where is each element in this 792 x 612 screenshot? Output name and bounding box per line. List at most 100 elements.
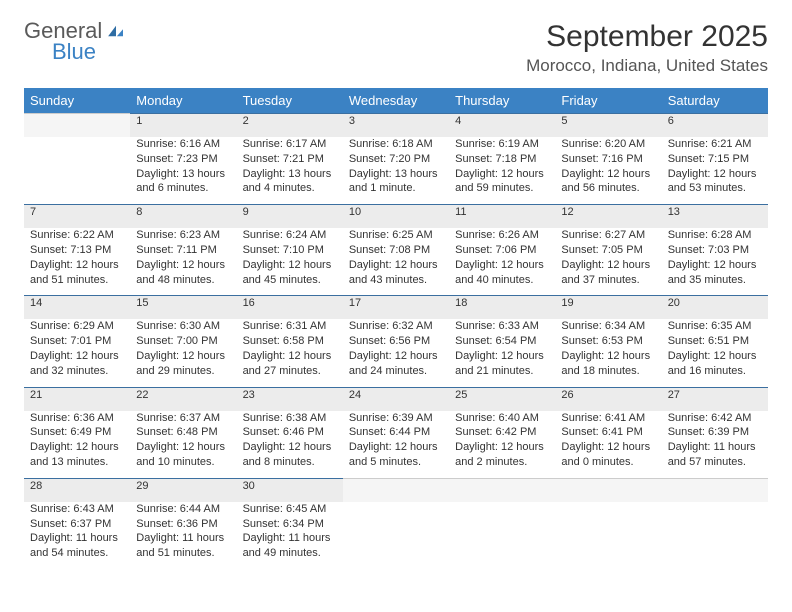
location-label: Morocco, Indiana, United States bbox=[526, 56, 768, 76]
day-info-cell: Sunrise: 6:22 AMSunset: 7:13 PMDaylight:… bbox=[24, 228, 130, 296]
weekday-header-row: Sunday Monday Tuesday Wednesday Thursday… bbox=[24, 88, 768, 114]
day-number-cell: 22 bbox=[130, 387, 236, 410]
day2-text: and 0 minutes. bbox=[561, 455, 655, 470]
sunrise-text: Sunrise: 6:40 AM bbox=[455, 411, 549, 426]
logo: General Blue bbox=[24, 20, 125, 63]
sunset-text: Sunset: 6:46 PM bbox=[243, 425, 337, 440]
day-info-cell: Sunrise: 6:45 AMSunset: 6:34 PMDaylight:… bbox=[237, 502, 343, 569]
day2-text: and 2 minutes. bbox=[455, 455, 549, 470]
day-number-cell: 27 bbox=[662, 387, 768, 410]
day-number-row: 282930 bbox=[24, 478, 768, 501]
day2-text: and 57 minutes. bbox=[668, 455, 762, 470]
day2-text: and 43 minutes. bbox=[349, 273, 443, 288]
day-number-cell: 17 bbox=[343, 296, 449, 319]
day-info-cell: Sunrise: 6:26 AMSunset: 7:06 PMDaylight:… bbox=[449, 228, 555, 296]
day-info-row: Sunrise: 6:16 AMSunset: 7:23 PMDaylight:… bbox=[24, 137, 768, 205]
day-info-cell bbox=[555, 502, 661, 569]
day2-text: and 37 minutes. bbox=[561, 273, 655, 288]
day1-text: Daylight: 12 hours bbox=[30, 440, 124, 455]
day-number-cell: 12 bbox=[555, 205, 661, 228]
sunset-text: Sunset: 7:15 PM bbox=[668, 152, 762, 167]
day1-text: Daylight: 12 hours bbox=[455, 349, 549, 364]
day-info-cell: Sunrise: 6:16 AMSunset: 7:23 PMDaylight:… bbox=[130, 137, 236, 205]
sunrise-text: Sunrise: 6:23 AM bbox=[136, 228, 230, 243]
day-info-cell: Sunrise: 6:34 AMSunset: 6:53 PMDaylight:… bbox=[555, 319, 661, 387]
day-info-cell: Sunrise: 6:38 AMSunset: 6:46 PMDaylight:… bbox=[237, 411, 343, 479]
day-info-row: Sunrise: 6:43 AMSunset: 6:37 PMDaylight:… bbox=[24, 502, 768, 569]
day1-text: Daylight: 12 hours bbox=[243, 349, 337, 364]
day-number-cell: 7 bbox=[24, 205, 130, 228]
day-number-cell: 1 bbox=[130, 114, 236, 137]
day-number-cell: 9 bbox=[237, 205, 343, 228]
sunrise-text: Sunrise: 6:21 AM bbox=[668, 137, 762, 152]
sunrise-text: Sunrise: 6:39 AM bbox=[349, 411, 443, 426]
day1-text: Daylight: 12 hours bbox=[243, 258, 337, 273]
sunrise-text: Sunrise: 6:17 AM bbox=[243, 137, 337, 152]
day1-text: Daylight: 12 hours bbox=[668, 258, 762, 273]
day-number-cell: 18 bbox=[449, 296, 555, 319]
day2-text: and 18 minutes. bbox=[561, 364, 655, 379]
day-info-row: Sunrise: 6:22 AMSunset: 7:13 PMDaylight:… bbox=[24, 228, 768, 296]
day2-text: and 48 minutes. bbox=[136, 273, 230, 288]
day-number-cell: 4 bbox=[449, 114, 555, 137]
sunset-text: Sunset: 6:58 PM bbox=[243, 334, 337, 349]
day1-text: Daylight: 12 hours bbox=[668, 167, 762, 182]
day2-text: and 21 minutes. bbox=[455, 364, 549, 379]
sunset-text: Sunset: 7:20 PM bbox=[349, 152, 443, 167]
sunrise-text: Sunrise: 6:34 AM bbox=[561, 319, 655, 334]
day-info-cell: Sunrise: 6:39 AMSunset: 6:44 PMDaylight:… bbox=[343, 411, 449, 479]
day-info-row: Sunrise: 6:36 AMSunset: 6:49 PMDaylight:… bbox=[24, 411, 768, 479]
day2-text: and 51 minutes. bbox=[30, 273, 124, 288]
day-info-cell: Sunrise: 6:18 AMSunset: 7:20 PMDaylight:… bbox=[343, 137, 449, 205]
day2-text: and 45 minutes. bbox=[243, 273, 337, 288]
day-number-cell: 25 bbox=[449, 387, 555, 410]
day1-text: Daylight: 12 hours bbox=[561, 440, 655, 455]
sunset-text: Sunset: 7:13 PM bbox=[30, 243, 124, 258]
sunrise-text: Sunrise: 6:24 AM bbox=[243, 228, 337, 243]
sunset-text: Sunset: 6:41 PM bbox=[561, 425, 655, 440]
day-info-cell: Sunrise: 6:42 AMSunset: 6:39 PMDaylight:… bbox=[662, 411, 768, 479]
day1-text: Daylight: 12 hours bbox=[30, 258, 124, 273]
day1-text: Daylight: 12 hours bbox=[243, 440, 337, 455]
day2-text: and 13 minutes. bbox=[30, 455, 124, 470]
weekday-header: Tuesday bbox=[237, 88, 343, 114]
day2-text: and 56 minutes. bbox=[561, 181, 655, 196]
day-number-row: 14151617181920 bbox=[24, 296, 768, 319]
sunset-text: Sunset: 7:21 PM bbox=[243, 152, 337, 167]
day-info-cell: Sunrise: 6:44 AMSunset: 6:36 PMDaylight:… bbox=[130, 502, 236, 569]
sunrise-text: Sunrise: 6:44 AM bbox=[136, 502, 230, 517]
day-number-cell bbox=[662, 478, 768, 501]
day-number-cell: 5 bbox=[555, 114, 661, 137]
sunset-text: Sunset: 6:39 PM bbox=[668, 425, 762, 440]
day-info-cell: Sunrise: 6:20 AMSunset: 7:16 PMDaylight:… bbox=[555, 137, 661, 205]
weekday-header: Saturday bbox=[662, 88, 768, 114]
day-info-cell: Sunrise: 6:17 AMSunset: 7:21 PMDaylight:… bbox=[237, 137, 343, 205]
day1-text: Daylight: 13 hours bbox=[243, 167, 337, 182]
day1-text: Daylight: 12 hours bbox=[561, 258, 655, 273]
sunset-text: Sunset: 6:56 PM bbox=[349, 334, 443, 349]
day1-text: Daylight: 12 hours bbox=[561, 349, 655, 364]
day-number-row: 123456 bbox=[24, 114, 768, 137]
day-number-cell: 14 bbox=[24, 296, 130, 319]
logo-sail-icon bbox=[107, 24, 125, 38]
day1-text: Daylight: 11 hours bbox=[243, 531, 337, 546]
day-info-cell bbox=[662, 502, 768, 569]
day2-text: and 16 minutes. bbox=[668, 364, 762, 379]
day-info-cell: Sunrise: 6:19 AMSunset: 7:18 PMDaylight:… bbox=[449, 137, 555, 205]
day1-text: Daylight: 12 hours bbox=[668, 349, 762, 364]
day-number-cell bbox=[449, 478, 555, 501]
day-number-cell: 3 bbox=[343, 114, 449, 137]
header: General Blue September 2025 Morocco, Ind… bbox=[24, 20, 768, 76]
month-title: September 2025 bbox=[526, 20, 768, 54]
day2-text: and 32 minutes. bbox=[30, 364, 124, 379]
day1-text: Daylight: 12 hours bbox=[561, 167, 655, 182]
sunset-text: Sunset: 6:34 PM bbox=[243, 517, 337, 532]
sunrise-text: Sunrise: 6:29 AM bbox=[30, 319, 124, 334]
sunrise-text: Sunrise: 6:32 AM bbox=[349, 319, 443, 334]
day-number-cell: 2 bbox=[237, 114, 343, 137]
day-info-cell: Sunrise: 6:37 AMSunset: 6:48 PMDaylight:… bbox=[130, 411, 236, 479]
sunset-text: Sunset: 6:44 PM bbox=[349, 425, 443, 440]
day-number-cell: 8 bbox=[130, 205, 236, 228]
day1-text: Daylight: 13 hours bbox=[136, 167, 230, 182]
day-number-cell bbox=[24, 114, 130, 137]
